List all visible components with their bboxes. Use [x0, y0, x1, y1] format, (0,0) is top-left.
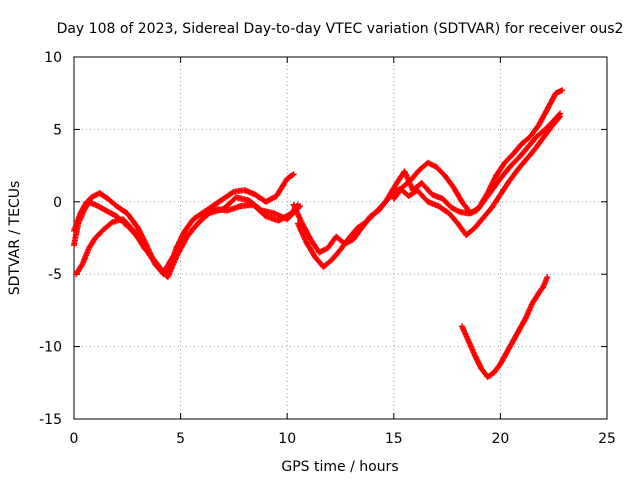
- x-tick-label: 10: [278, 431, 296, 447]
- x-tick-label: 5: [176, 431, 185, 447]
- y-tick-label: 5: [53, 122, 62, 138]
- x-axis-label: GPS time / hours: [281, 459, 398, 475]
- series-markers: [294, 113, 564, 270]
- y-tick-label: -5: [48, 267, 62, 283]
- series-track-e: [294, 113, 564, 270]
- y-tick-label: -10: [39, 340, 62, 356]
- y-tick-label: 10: [44, 50, 62, 66]
- series-markers: [459, 274, 551, 380]
- x-tick-label: 20: [491, 431, 509, 447]
- y-axis-label: SDTVAR / TECUs: [7, 181, 23, 296]
- data-points: [71, 87, 566, 380]
- series-track-c: [73, 201, 301, 278]
- x-tick-label: 0: [70, 431, 79, 447]
- x-tick-label: 25: [598, 431, 616, 447]
- series-track-f: [390, 87, 566, 217]
- chart-title: Day 108 of 2023, Sidereal Day-to-day VTE…: [57, 21, 624, 37]
- y-tick-label: -15: [39, 412, 62, 428]
- series-track-g: [459, 274, 551, 380]
- axis-ticks: 0 5 10 15 20 25 -15 -10 -5 0 5 10: [39, 50, 616, 447]
- y-tick-label: 0: [53, 195, 62, 211]
- x-tick-label: 15: [385, 431, 403, 447]
- series-markers: [390, 87, 566, 217]
- series-markers: [73, 201, 301, 278]
